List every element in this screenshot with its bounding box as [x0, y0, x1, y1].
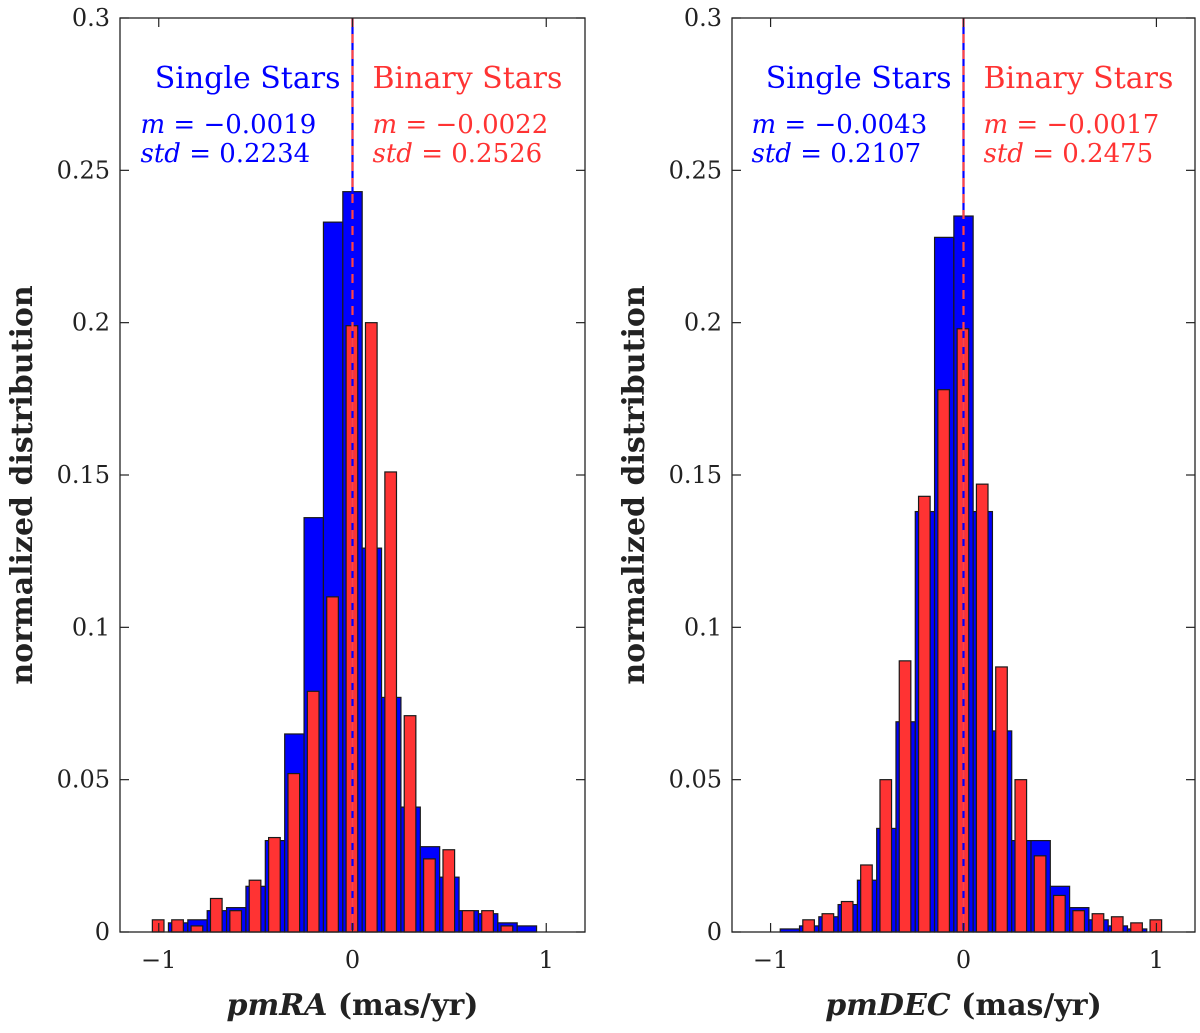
y-tick-label: 0.15 [669, 461, 722, 489]
x-tick-label: 0 [345, 946, 360, 974]
stat-std-symbol: std [141, 139, 181, 169]
y-tick-label: 0.2 [684, 309, 722, 337]
bar [442, 849, 456, 933]
bar [326, 596, 339, 933]
x-tick-label: 1 [539, 946, 554, 974]
y-tick-label: 0.25 [57, 156, 110, 184]
stat-std-symbol: std [984, 139, 1024, 169]
stat-mean: m = −0.0017 [984, 110, 1160, 140]
stat-std: std = 0.2526 [373, 139, 543, 169]
y-axis-label: normalized distribution [617, 285, 652, 685]
y-tick-label: 0.3 [684, 4, 722, 32]
bar [1014, 779, 1028, 933]
bar [423, 858, 436, 933]
bar [821, 913, 835, 933]
legend-binary-stars: Binary Stars [984, 61, 1174, 96]
stat-mean: m = −0.0019 [141, 110, 317, 140]
stat-mean-symbol: m [141, 110, 166, 140]
bar [403, 715, 417, 933]
y-tick-label: 0 [95, 918, 110, 946]
bar [268, 836, 281, 933]
bar [1052, 894, 1066, 933]
x-tick-label: −1 [753, 946, 788, 974]
x-tick-label: 0 [956, 946, 971, 974]
bar [209, 897, 223, 933]
y-tick-label: 0.2 [72, 309, 110, 337]
stat-std: std = 0.2475 [984, 139, 1154, 169]
y-tick-label: 0 [707, 918, 722, 946]
bar [481, 910, 494, 933]
legend-binary-stars: Binary Stars [373, 61, 563, 96]
bar [1072, 910, 1086, 933]
bar [190, 925, 204, 933]
x-tick-label: −1 [141, 946, 176, 974]
bar [917, 495, 931, 933]
bar [937, 389, 951, 933]
x-axis-label-variable: pmRA [226, 988, 327, 1023]
bar [287, 772, 301, 933]
bar [1033, 855, 1047, 933]
stat-std: std = 0.2107 [752, 139, 922, 169]
stat-mean-symbol: m [984, 110, 1009, 140]
bar [384, 471, 398, 933]
y-tick-label: 0.05 [57, 766, 110, 794]
stat-mean-symbol: m [752, 110, 777, 140]
bar [879, 779, 893, 933]
bar [364, 322, 378, 933]
y-tick-label: 0.1 [72, 613, 110, 641]
x-axis-label-variable: pmDEC [825, 988, 951, 1023]
bar [860, 864, 873, 933]
bar [306, 690, 320, 933]
bar [802, 919, 815, 933]
stat-mean-value: = −0.0043 [776, 110, 927, 140]
bar [516, 925, 538, 933]
legend-single-stars: Single Stars [155, 61, 341, 96]
bar [995, 666, 1008, 933]
stat-std-symbol: std [752, 139, 792, 169]
y-tick-label: 0.15 [57, 461, 110, 489]
bar [171, 919, 184, 933]
stat-mean-value: = −0.0022 [397, 110, 548, 140]
y-tick-label: 0.25 [669, 156, 722, 184]
bar [975, 483, 989, 933]
bar [500, 925, 514, 933]
stat-std-symbol: std [373, 139, 413, 169]
bar [898, 660, 912, 933]
bar [1130, 922, 1143, 933]
x-axis-label: pmRA (mas/yr) [226, 988, 478, 1023]
stat-mean-symbol: m [373, 110, 398, 140]
stat-std-value: = 0.2107 [792, 139, 921, 169]
bar [229, 910, 243, 933]
stat-mean-value: = −0.0019 [165, 110, 316, 140]
y-tick-label: 0.3 [72, 4, 110, 32]
stat-mean: m = −0.0043 [752, 110, 928, 140]
y-tick-label: 0.1 [684, 613, 722, 641]
stat-mean-value: = −0.0017 [1008, 110, 1159, 140]
y-axis-label: normalized distribution [5, 285, 40, 685]
series-binary-stars [802, 328, 1163, 933]
bar [248, 879, 262, 933]
stat-std-value: = 0.2526 [413, 139, 542, 169]
stat-mean: m = −0.0022 [373, 110, 549, 140]
chart-panel-1: 0 0.05 0.1 0.15 0.2 0.25 0.3 −1 0 1 normalized dis… [5, 4, 586, 1023]
stat-std-value: = 0.2475 [1024, 139, 1153, 169]
bar [840, 900, 854, 933]
chart-panel-2: 0 0.05 0.1 0.15 0.2 0.25 0.3 −1 0 1 normalized dis… [617, 4, 1196, 1023]
bar [1110, 916, 1124, 933]
bar [1091, 913, 1105, 933]
stat-std: std = 0.2234 [141, 139, 311, 169]
legend-single-stars: Single Stars [766, 61, 952, 96]
x-tick-label: 1 [1149, 946, 1164, 974]
x-axis-label-unit: (mas/yr) [327, 988, 478, 1023]
x-axis-label-unit: (mas/yr) [951, 988, 1102, 1023]
stat-std-value: = 0.2234 [181, 139, 310, 169]
x-axis-label: pmDEC (mas/yr) [825, 988, 1102, 1023]
y-tick-label: 0.05 [669, 766, 722, 794]
bar [461, 910, 475, 933]
